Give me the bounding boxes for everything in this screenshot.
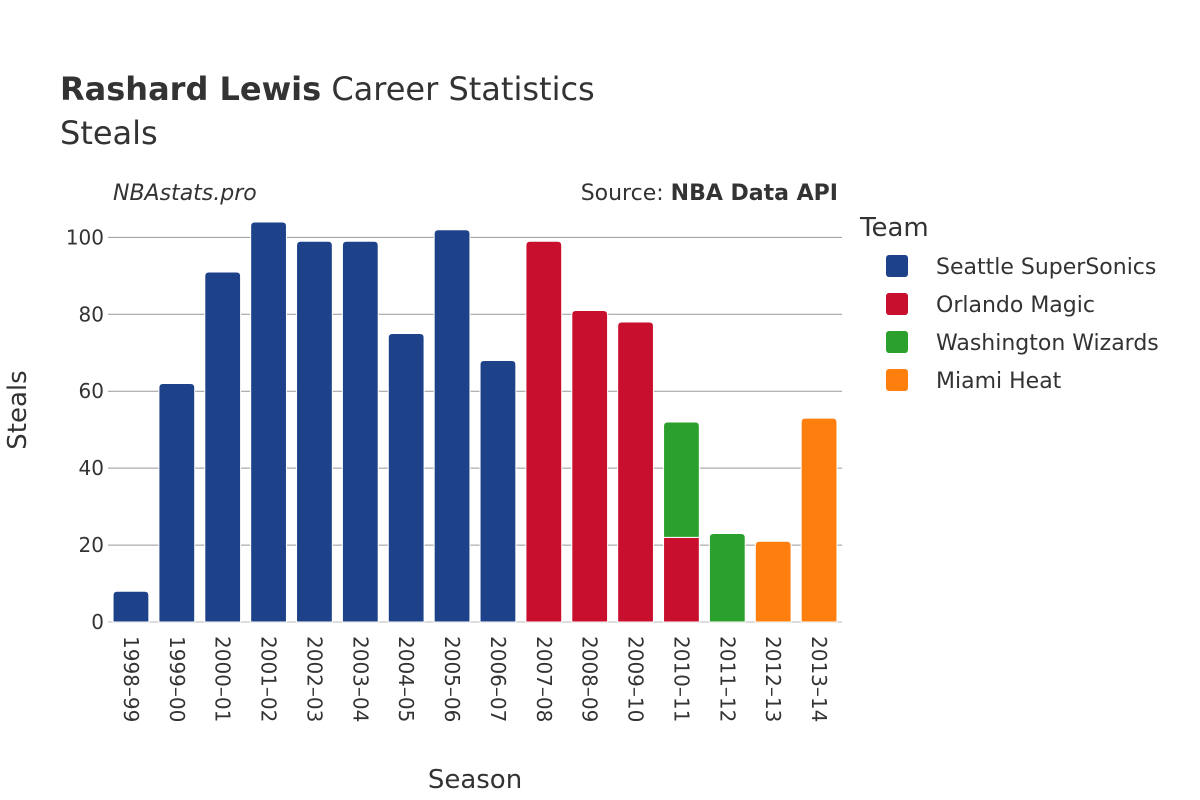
x-tick-label: 2003–04 bbox=[348, 636, 372, 722]
bar-orlando-magic-2008–09 bbox=[571, 309, 609, 623]
bar-orlando-magic-2010–11 bbox=[663, 536, 700, 623]
legend-swatch bbox=[886, 331, 908, 353]
x-tick-label: 2013–14 bbox=[807, 636, 831, 722]
x-tick-label: 2002–03 bbox=[302, 636, 326, 722]
bar-miami-heat-2013–14 bbox=[800, 417, 838, 623]
x-tick-label: 2001–02 bbox=[257, 636, 281, 722]
bar-seattle-supersonics-2002–03 bbox=[296, 240, 333, 623]
legend-title: Team bbox=[859, 213, 929, 243]
bar-seattle-supersonics-2005–06 bbox=[433, 229, 471, 623]
x-tick-label: 2000–01 bbox=[211, 636, 235, 722]
legend-label: Washington Wizards bbox=[936, 331, 1159, 356]
title-player: Rashard Lewis bbox=[60, 70, 321, 108]
x-tick-label: 2004–05 bbox=[394, 636, 418, 722]
legend-swatch bbox=[886, 293, 908, 315]
legend-swatch bbox=[886, 255, 908, 277]
legend-label: Orlando Magic bbox=[936, 293, 1095, 318]
x-tick-label: 2005–06 bbox=[440, 636, 464, 722]
x-tick-label: 2010–11 bbox=[669, 636, 693, 722]
y-axis: 0 20 40 60 80 100 bbox=[66, 225, 104, 634]
x-tick-label: 2011–12 bbox=[715, 636, 739, 722]
x-tick-label: 2012–13 bbox=[761, 636, 785, 722]
source-label: Source: NBA Data API bbox=[581, 181, 838, 206]
x-tick-label: 2006–07 bbox=[486, 636, 510, 722]
x-tick-label: 2008–09 bbox=[578, 636, 602, 722]
x-axis: 1998–99 1999–00 2000–01 2001–02 2002–03 2003–… bbox=[119, 636, 831, 722]
legend-swatch bbox=[886, 369, 908, 391]
bar-seattle-supersonics-2001–02 bbox=[250, 221, 287, 623]
title-suffix: Career Statistics bbox=[321, 70, 595, 108]
legend-label: Seattle SuperSonics bbox=[936, 255, 1156, 280]
y-axis-title: Steals bbox=[3, 370, 33, 449]
bar-seattle-supersonics-1998–99 bbox=[112, 590, 150, 623]
bar-seattle-supersonics-2004–05 bbox=[387, 333, 425, 623]
x-tick-label: 1998–99 bbox=[119, 636, 143, 722]
source-name: NBA Data API bbox=[671, 181, 838, 206]
x-tick-label: 2007–08 bbox=[532, 636, 556, 722]
bar-seattle-supersonics-2000–01 bbox=[204, 271, 242, 623]
x-tick-label: 1999–00 bbox=[165, 636, 189, 722]
y-tick-label: 60 bbox=[79, 379, 104, 403]
bar-washington-wizards-2011–12 bbox=[708, 533, 746, 623]
bar-seattle-supersonics-2003–04 bbox=[341, 240, 379, 623]
y-tick-label: 40 bbox=[79, 456, 104, 480]
brand-label: NBAstats.pro bbox=[113, 181, 257, 206]
y-tick-label: 100 bbox=[66, 225, 104, 249]
x-tick-label: 2009–10 bbox=[624, 636, 648, 722]
bar-washington-wizards-2010–11 bbox=[663, 421, 700, 538]
chart-subtitle: Steals bbox=[60, 114, 158, 152]
bar-seattle-supersonics-2006–07 bbox=[479, 359, 517, 623]
chart-title: Rashard Lewis Career Statistics bbox=[60, 70, 595, 108]
bar-orlando-magic-2007–08 bbox=[525, 240, 563, 623]
y-tick-label: 20 bbox=[79, 533, 104, 557]
bar-orlando-magic-2009–10 bbox=[617, 321, 654, 623]
y-tick-label: 0 bbox=[91, 610, 104, 634]
bars bbox=[112, 221, 838, 623]
source-prefix: Source: bbox=[581, 181, 671, 206]
bar-miami-heat-2012–13 bbox=[754, 540, 792, 623]
x-axis-title: Season bbox=[428, 765, 522, 795]
bar-seattle-supersonics-1999–00 bbox=[158, 383, 196, 623]
y-tick-label: 80 bbox=[79, 302, 104, 326]
legend: Seattle SuperSonics Orlando Magic Washingt… bbox=[886, 255, 1159, 394]
legend-label: Miami Heat bbox=[936, 369, 1062, 394]
